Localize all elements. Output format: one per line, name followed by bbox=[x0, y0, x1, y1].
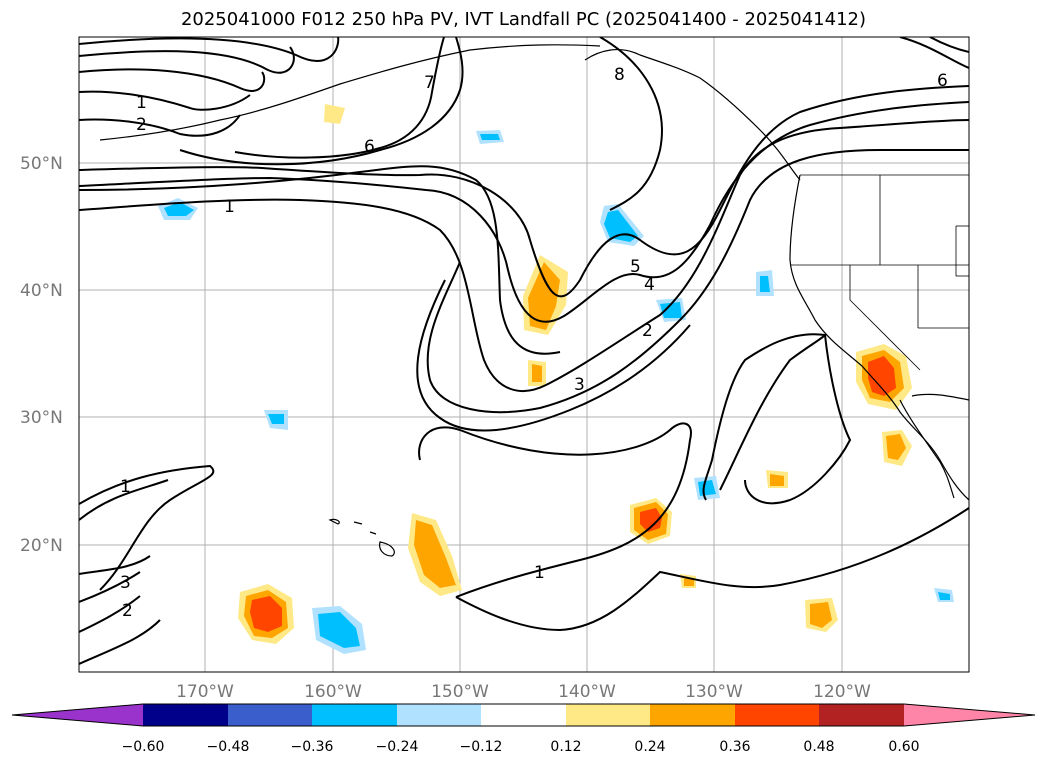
contour-label: 1 bbox=[534, 563, 545, 583]
contour-label: 5 bbox=[630, 257, 641, 277]
latitude-label: 40°N bbox=[20, 281, 63, 301]
contour-label: 1 bbox=[120, 477, 131, 497]
colorbar-label: 0.60 bbox=[888, 739, 919, 755]
colorbar-segment bbox=[566, 704, 650, 726]
contour-labels: 1 2 6 7 8 1 5 4 2 3 1 1 3 2 6 bbox=[120, 65, 948, 621]
colorbar: −0.60 −0.48 −0.36 −0.24 −0.12 0.12 0.24 … bbox=[11, 703, 1036, 755]
contour-label: 7 bbox=[424, 73, 435, 93]
map-title: 2025041000 F012 250 hPa PV, IVT Landfall… bbox=[180, 9, 867, 30]
colorbar-label: 0.24 bbox=[634, 739, 665, 755]
ivt-positive-anomalies bbox=[238, 104, 912, 644]
longitude-label: 170°W bbox=[176, 682, 234, 702]
colorbar-label: −0.60 bbox=[122, 739, 165, 755]
contour-label: 1 bbox=[224, 197, 235, 217]
contour-label: 3 bbox=[574, 375, 585, 395]
latitude-label: 50°N bbox=[20, 154, 63, 174]
colorbar-segment bbox=[650, 704, 735, 726]
latitude-label: 30°N bbox=[20, 408, 63, 428]
longitude-label: 130°W bbox=[685, 682, 743, 702]
colorbar-label: 0.48 bbox=[803, 739, 834, 755]
latitude-label: 20°N bbox=[20, 536, 63, 556]
latitude-labels: 50°N 40°N 30°N 20°N bbox=[20, 154, 63, 556]
colorbar-segment bbox=[228, 704, 312, 726]
colorbar-label: −0.36 bbox=[291, 739, 334, 755]
colorbar-segment bbox=[481, 704, 566, 726]
colorbar-label: −0.12 bbox=[460, 739, 503, 755]
contour-label: 6 bbox=[364, 137, 375, 157]
contour-label: 2 bbox=[136, 115, 147, 135]
colorbar-max-extension bbox=[904, 704, 1035, 726]
contour-label: 4 bbox=[644, 275, 655, 295]
colorbar-segment bbox=[819, 704, 904, 726]
longitude-label: 160°W bbox=[304, 682, 362, 702]
colorbar-label: 0.36 bbox=[719, 739, 750, 755]
longitude-label: 120°W bbox=[813, 682, 871, 702]
colorbar-segment bbox=[143, 704, 228, 726]
ivt-negative-anomalies bbox=[158, 130, 954, 654]
colorbar-min-extension bbox=[12, 704, 143, 726]
longitude-label: 140°W bbox=[558, 682, 616, 702]
contour-label: 6 bbox=[937, 71, 948, 91]
colorbar-outline bbox=[11, 703, 1036, 727]
contour-label: 2 bbox=[642, 321, 653, 341]
state-borders bbox=[790, 174, 969, 371]
colorbar-segment bbox=[312, 704, 397, 726]
colorbar-label: −0.48 bbox=[207, 739, 250, 755]
longitude-labels: 170°W 160°W 150°W 140°W 130°W 120°W bbox=[176, 682, 871, 702]
pv-contours bbox=[79, 37, 969, 665]
colorbar-label: 0.12 bbox=[550, 739, 581, 755]
contour-label: 1 bbox=[136, 93, 147, 113]
coastlines bbox=[99, 44, 969, 557]
contour-label: 2 bbox=[122, 601, 133, 621]
contour-label: 8 bbox=[614, 65, 625, 85]
colorbar-label: −0.24 bbox=[376, 739, 419, 755]
map-area bbox=[79, 37, 969, 672]
colorbar-segment bbox=[397, 704, 481, 726]
longitude-label: 150°W bbox=[431, 682, 489, 702]
map-frame bbox=[78, 36, 970, 673]
colorbar-segment bbox=[735, 704, 819, 726]
contour-label: 3 bbox=[120, 573, 131, 593]
gridlines bbox=[79, 37, 969, 672]
